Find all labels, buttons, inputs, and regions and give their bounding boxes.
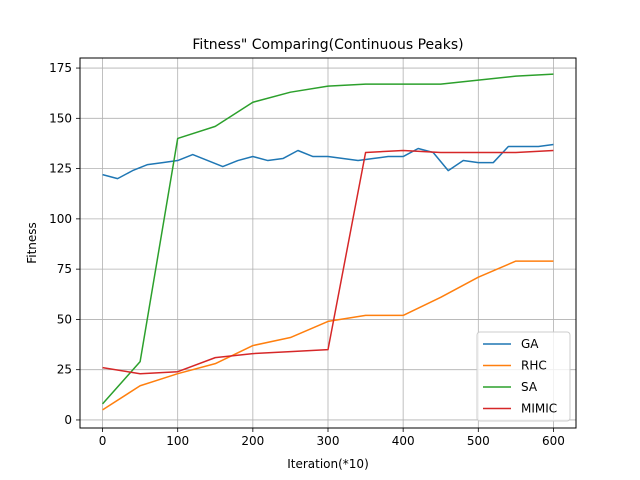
x-axis-ticks: 0 100 200 300 400 500 600 [99, 428, 565, 448]
legend: GA RHC SA MIMIC [476, 331, 571, 422]
chart-title: Fitness" Comparing(Continuous Peaks) [192, 37, 463, 53]
legend-label: SA [521, 380, 538, 394]
x-tick-label: 200 [241, 434, 264, 448]
x-tick-label: 500 [467, 434, 490, 448]
x-tick-label: 100 [166, 434, 189, 448]
series-line-rhc [102, 260, 554, 411]
series-line-ga [102, 143, 554, 180]
x-axis-label: Iteration(*10) [287, 457, 369, 471]
y-tick-label: 0 [64, 413, 72, 427]
legend-label: MIMIC [521, 402, 557, 416]
x-tick-label: 600 [542, 434, 565, 448]
x-tick-label: 300 [317, 434, 340, 448]
series-line-mimic [102, 149, 554, 375]
series-lines [101, 73, 554, 411]
x-tick-label: 0 [99, 434, 107, 448]
y-tick-label: 50 [57, 312, 72, 326]
y-tick-label: 75 [57, 262, 72, 276]
x-tick-label: 400 [392, 434, 415, 448]
y-tick-label: 175 [49, 61, 72, 75]
y-tick-label: 125 [49, 162, 72, 176]
legend-label: RHC [521, 359, 547, 373]
y-tick-label: 150 [49, 111, 72, 125]
y-tick-label: 100 [49, 212, 72, 226]
legend-label: GA [521, 337, 539, 351]
y-axis-ticks: 0 25 50 75 100 125 150 175 [49, 61, 80, 427]
y-tick-label: 25 [57, 363, 72, 377]
series-line-sa [101, 73, 554, 405]
y-axis-label: Fitness [25, 222, 39, 264]
legend-box [476, 331, 571, 422]
grid [80, 58, 576, 428]
